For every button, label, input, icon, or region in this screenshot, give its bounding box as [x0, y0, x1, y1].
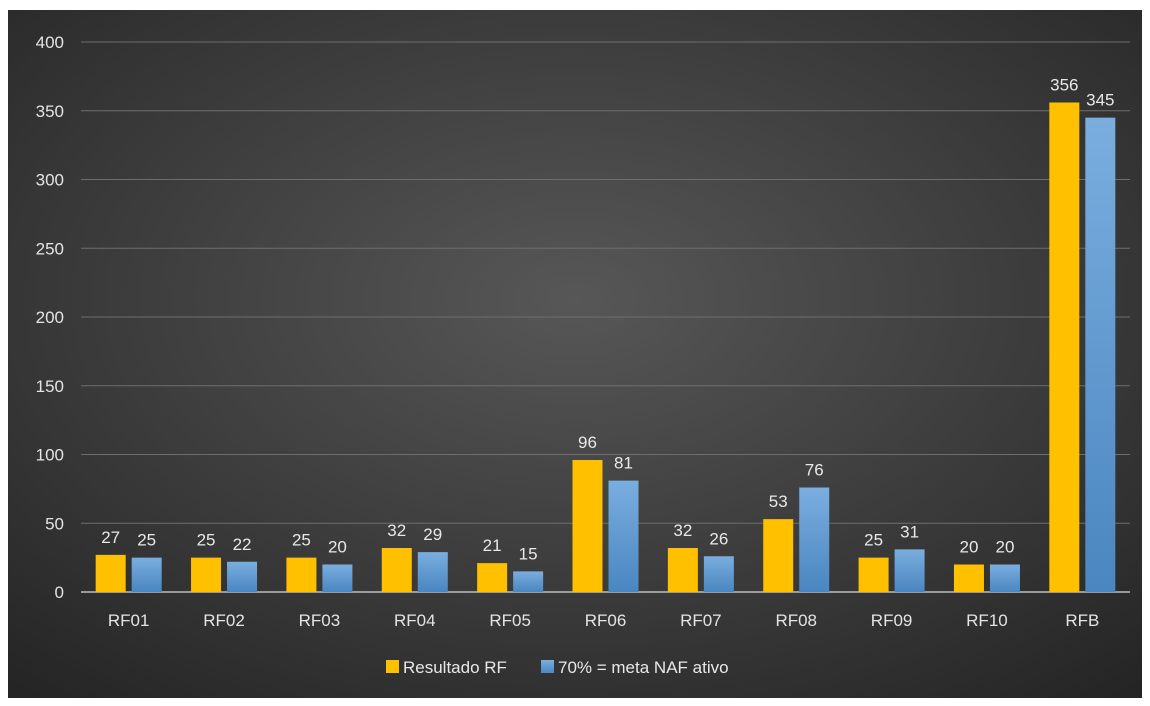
- x-tick-label: RF09: [871, 611, 913, 630]
- data-label: 25: [137, 531, 156, 550]
- bar-meta-naf-rf03[interactable]: [322, 564, 353, 593]
- y-axis-ticks: 0 50 100 150 200 250 300 350 400: [36, 33, 64, 602]
- legend-swatch: [386, 660, 399, 673]
- data-label: 31: [900, 522, 919, 541]
- bar-resultado-rf-rf02[interactable]: [191, 557, 222, 592]
- bar-resultado-rf-rf10[interactable]: [953, 564, 984, 593]
- data-labels: 27 25 25 22 25 20 32 29 21 15 96 81 32 26 53 76 25 31 20 20…: [101, 76, 1114, 564]
- data-label: 96: [578, 433, 597, 452]
- data-label: 53: [769, 492, 788, 511]
- bar-meta-naf-rf02[interactable]: [227, 561, 258, 592]
- y-tick-label: 200: [36, 308, 64, 327]
- data-label: 32: [387, 521, 406, 540]
- bar-resultado-rf-rf04[interactable]: [381, 548, 412, 592]
- data-label: 25: [292, 531, 311, 550]
- legend-label[interactable]: 70% = meta NAF ativo: [558, 658, 729, 677]
- bar-meta-naf-rf04[interactable]: [417, 552, 448, 592]
- data-label: 29: [423, 525, 442, 544]
- data-label: 25: [864, 531, 883, 550]
- x-tick-label: RF05: [489, 611, 531, 630]
- x-axis-ticks: RF01 RF02 RF03 RF04 RF05 RF06 RF07 RF08 RF09 RF10…: [108, 611, 1099, 630]
- bar-resultado-rf-rf08[interactable]: [763, 519, 794, 592]
- data-label: 21: [483, 536, 502, 555]
- data-label: 22: [233, 535, 252, 554]
- x-tick-label: RF10: [966, 611, 1008, 630]
- x-tick-label: RF04: [394, 611, 436, 630]
- bar-meta-naf-rfb[interactable]: [1085, 117, 1116, 592]
- data-label: 32: [673, 521, 692, 540]
- bar-resultado-rf-rf07[interactable]: [667, 548, 698, 592]
- x-tick-label: RFB: [1065, 611, 1099, 630]
- y-tick-label: 150: [36, 377, 64, 396]
- bar-meta-naf-rf06[interactable]: [608, 480, 639, 592]
- x-tick-label: RF01: [108, 611, 150, 630]
- x-tick-label: RF02: [203, 611, 245, 630]
- x-tick-label: RF06: [585, 611, 627, 630]
- x-tick-label: RF03: [299, 611, 341, 630]
- bars: [95, 102, 1116, 593]
- data-label: 76: [805, 461, 824, 480]
- y-tick-label: 50: [45, 514, 64, 533]
- y-tick-label: 0: [55, 583, 64, 602]
- bar-meta-naf-rf09[interactable]: [894, 549, 925, 592]
- y-tick-label: 300: [36, 171, 64, 190]
- x-tick-label: RF08: [775, 611, 817, 630]
- data-label: 20: [959, 538, 978, 557]
- legend-label[interactable]: Resultado RF: [403, 658, 507, 677]
- legend[interactable]: Resultado RF 70% = meta NAF ativo: [386, 658, 729, 677]
- y-tick-label: 400: [36, 33, 64, 52]
- chart-background: [8, 10, 1142, 698]
- bar-resultado-rf-rfb[interactable]: [1049, 102, 1080, 593]
- data-label: 20: [328, 538, 347, 557]
- bar-meta-naf-rf01[interactable]: [131, 557, 162, 592]
- bar-resultado-rf-rf06[interactable]: [572, 460, 603, 592]
- data-label: 26: [709, 529, 728, 548]
- bar-resultado-rf-rf05[interactable]: [477, 563, 508, 592]
- y-tick-label: 350: [36, 102, 64, 121]
- data-label: 20: [995, 538, 1014, 557]
- data-label: 27: [101, 528, 120, 547]
- data-label: 345: [1086, 91, 1114, 110]
- bar-meta-naf-rf10[interactable]: [989, 564, 1020, 593]
- bar-meta-naf-rf07[interactable]: [703, 556, 734, 592]
- bar-resultado-rf-rf09[interactable]: [858, 557, 889, 592]
- bar-meta-naf-rf08[interactable]: [799, 487, 830, 593]
- y-tick-label: 100: [36, 446, 64, 465]
- bar-meta-naf-rf05[interactable]: [513, 571, 544, 592]
- data-label: 356: [1050, 76, 1078, 95]
- data-label: 25: [197, 531, 216, 550]
- legend-swatch: [541, 660, 554, 673]
- bar-resultado-rf-rf03[interactable]: [286, 557, 317, 592]
- x-tick-label: RF07: [680, 611, 722, 630]
- data-label: 81: [614, 454, 633, 473]
- y-tick-label: 250: [36, 239, 64, 258]
- chart-container: 0 50 100 150 200 250 300 350 400 27 25 25 22 25 20 32 2…: [8, 10, 1142, 698]
- data-label: 15: [519, 544, 538, 563]
- bar-resultado-rf-rf01[interactable]: [95, 554, 126, 592]
